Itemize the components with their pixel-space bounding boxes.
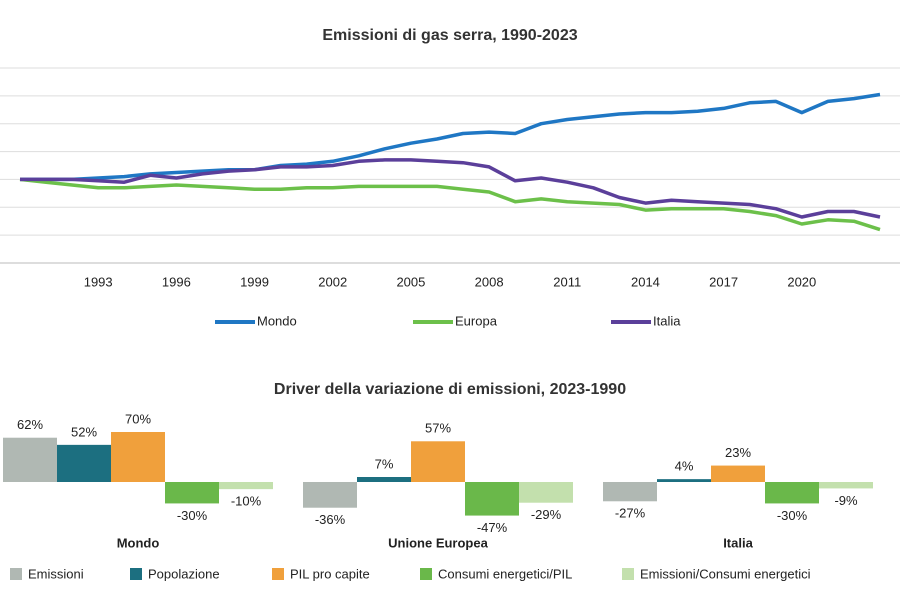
legend-label: Popolazione <box>148 566 220 581</box>
bar <box>57 444 111 482</box>
legend-marker <box>622 568 634 580</box>
bar <box>657 479 711 482</box>
value-label: 62% <box>17 417 43 432</box>
value-label: -30% <box>777 508 808 523</box>
x-tick-label: 2017 <box>709 274 738 289</box>
chart-title: Driver della variazione di emissioni, 20… <box>274 381 626 398</box>
bar <box>3 437 57 482</box>
bar <box>111 432 165 482</box>
category-label: Unione Europea <box>388 535 488 550</box>
bar <box>765 482 819 504</box>
value-label: 4% <box>675 459 694 474</box>
legend-marker <box>130 568 142 580</box>
value-label: -9% <box>834 493 858 508</box>
bar <box>219 482 273 490</box>
value-label: 52% <box>71 424 97 439</box>
bar <box>165 482 219 504</box>
legend-marker <box>272 568 284 580</box>
legend-label: Consumi energetici/PIL <box>438 566 572 581</box>
legend-label: Italia <box>653 313 681 328</box>
bar <box>519 482 573 503</box>
bar <box>711 465 765 482</box>
value-label: -47% <box>477 520 508 535</box>
x-tick-label: 2020 <box>787 274 816 289</box>
x-tick-label: 1993 <box>84 274 113 289</box>
x-tick-label: 1999 <box>240 274 269 289</box>
value-label: -29% <box>531 507 562 522</box>
bar <box>303 482 357 508</box>
legend-marker <box>420 568 432 580</box>
x-tick-label: 2002 <box>318 274 347 289</box>
value-label: -30% <box>177 508 208 523</box>
value-label: -27% <box>615 506 646 521</box>
legend-label: Mondo <box>257 313 297 328</box>
line <box>20 158 881 219</box>
value-label: 7% <box>375 456 394 471</box>
bar <box>465 482 519 516</box>
legend-label: Europa <box>455 313 498 328</box>
category-label: Italia <box>723 535 753 550</box>
bar <box>603 482 657 502</box>
legend-label: Emissioni <box>28 566 84 581</box>
value-label: -10% <box>231 494 262 509</box>
bar <box>819 482 873 489</box>
bar <box>357 477 411 482</box>
x-tick-label: 2005 <box>396 274 425 289</box>
category-label: Mondo <box>117 535 160 550</box>
chart-title: Emissioni di gas serra, 1990-2023 <box>322 27 577 44</box>
value-label: -36% <box>315 512 346 527</box>
legend-label: PIL pro capite <box>290 566 370 581</box>
value-label: 57% <box>425 421 451 436</box>
line <box>20 92 881 182</box>
x-tick-label: 2011 <box>553 274 581 289</box>
legend-label: Emissioni/Consumi energetici <box>640 566 811 581</box>
line <box>19 177 881 232</box>
bar <box>411 441 465 482</box>
value-label: 23% <box>725 445 751 460</box>
x-tick-label: 1996 <box>162 274 191 289</box>
value-label: 70% <box>125 411 151 426</box>
legend-marker <box>10 568 22 580</box>
x-tick-label: 2008 <box>475 274 504 289</box>
x-tick-label: 2014 <box>631 274 660 289</box>
